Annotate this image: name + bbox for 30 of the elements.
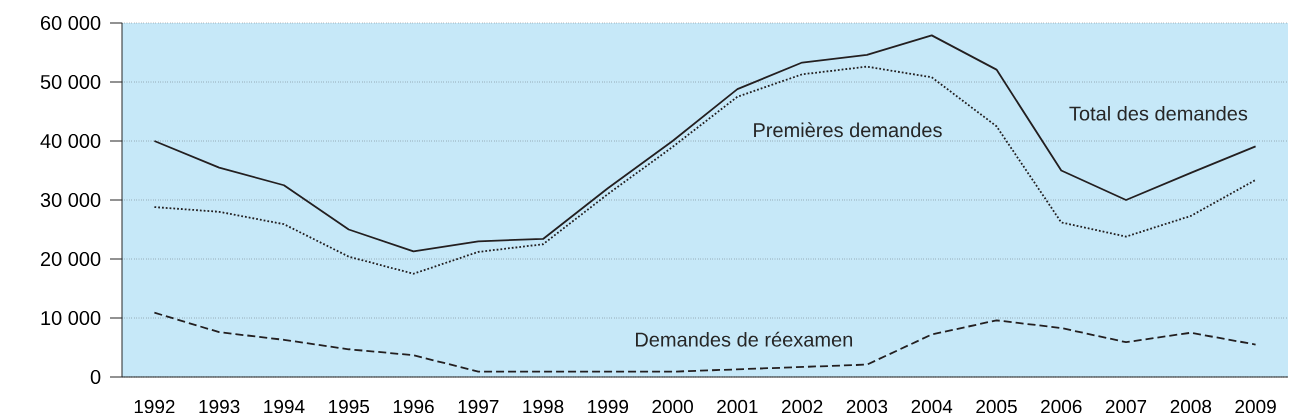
x-tick-label: 2004 [911, 399, 953, 413]
x-tick-label: 1992 [134, 399, 175, 413]
y-tick-label: 50 000 [40, 74, 101, 90]
line-series [153, 34, 1257, 253]
x-tick-label: 1998 [523, 399, 564, 413]
x-tick-label: 2008 [1170, 399, 1212, 413]
series-label: Demandes de réexamen [636, 331, 853, 347]
y-tick-label: 60 000 [40, 15, 101, 31]
series-label: Premières demandes [754, 122, 942, 138]
y-tick-label: 10 000 [41, 310, 101, 326]
y-tick-label: 0 [90, 369, 101, 385]
line-series [153, 65, 1257, 275]
x-tick-label: 2006 [1041, 399, 1082, 413]
x-tick-label: 1994 [264, 399, 305, 413]
x-tick-label: 2002 [781, 399, 823, 413]
series-label: Total des demandes [1069, 105, 1248, 121]
x-tick-label: 2005 [976, 399, 1017, 413]
x-tick-label: 2009 [1235, 399, 1276, 413]
x-tick-label: 1996 [393, 399, 434, 413]
x-tick-label: 2001 [717, 399, 758, 413]
y-tick-label: 30 000 [40, 192, 101, 208]
x-tick-label: 1995 [329, 399, 370, 413]
x-tick-label: 2007 [1105, 399, 1147, 413]
y-tick-label: 20 000 [40, 251, 101, 267]
x-tick-label: 1993 [199, 399, 240, 413]
y-tick-label: 40 000 [40, 133, 101, 149]
x-tick-label: 1999 [588, 399, 629, 413]
x-tick-label: 2003 [846, 399, 888, 413]
x-tick-label: 2000 [652, 399, 693, 413]
x-tick-label: 1997 [458, 399, 499, 413]
